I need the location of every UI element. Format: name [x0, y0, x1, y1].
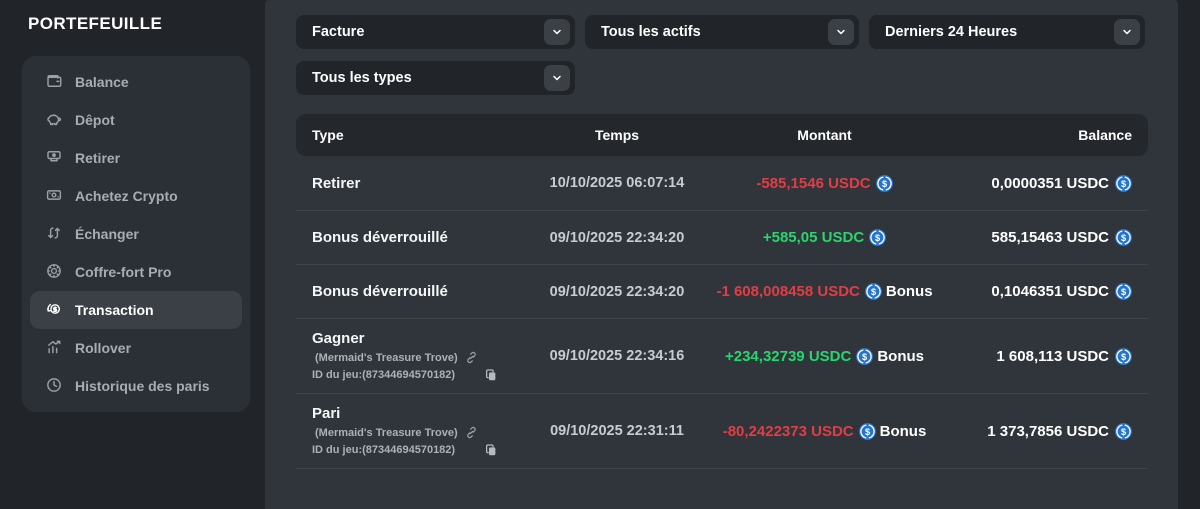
chevron-down-icon	[828, 19, 854, 45]
balance-value: 0,1046351 USDC	[991, 283, 1109, 300]
chevron-down-icon	[1114, 19, 1140, 45]
sidebar-item-depot[interactable]: Dêpot	[30, 101, 242, 139]
balance-value: 0,0000351 USDC	[991, 174, 1109, 192]
game-id: ID du jeu:(87344694570182)	[312, 369, 456, 381]
bonus-tag: Bonus	[885, 283, 933, 300]
game-link-icon[interactable]	[465, 351, 478, 364]
table-row: Retirer 10/10/2025 06:07:14 -585,1546 US…	[296, 156, 1148, 210]
sidebar-item-historique-des-paris[interactable]: Historique des paris	[30, 367, 242, 405]
withdraw-icon	[45, 148, 63, 169]
transactions-table: Type Temps Montant Balance Retirer 10/10…	[296, 114, 1148, 487]
table-row: Gagner (Mermaid's Treasure Trove) ID du …	[296, 318, 1148, 393]
table-row: Bonus déverrouillé 09/10/2025 22:34:20 +…	[296, 210, 1148, 264]
usdc-coin-icon	[1115, 174, 1132, 192]
usdc-coin-icon	[856, 347, 874, 365]
banknote-icon	[45, 186, 63, 207]
sidebar-item-label: Balance	[75, 74, 129, 90]
clock-icon	[45, 376, 63, 397]
transaction-time: 09/10/2025 22:31:11	[550, 423, 684, 439]
bonus-tag: Bonus	[877, 347, 924, 365]
dropdown-selected-value: Tous les types	[312, 70, 412, 86]
filters-row-2: Tous les types	[296, 61, 1148, 95]
usdc-coin-icon	[858, 422, 876, 440]
balance-value: 585,15463 USDC	[991, 229, 1109, 246]
balance-value: 1 608,113 USDC	[996, 347, 1109, 365]
transaction-amount: +585,05 USDC	[762, 229, 865, 246]
transaction-amount: -585,1546 USDC	[756, 174, 871, 192]
sidebar-item-coffre-fort-pro[interactable]: Coffre-fort Pro	[30, 253, 242, 291]
game-id: ID du jeu:(87344694570182)	[312, 444, 456, 456]
chevron-down-icon	[544, 19, 570, 45]
usdc-coin-icon	[869, 229, 887, 246]
dropdown-selected-value: Tous les actifs	[601, 24, 701, 40]
sidebar-item-balance[interactable]: Balance	[30, 63, 242, 101]
column-header-temps: Temps	[594, 127, 640, 143]
game-name: (Mermaid's Treasure Trove)	[315, 426, 458, 439]
transaction-amount: -80,2422373 USDC	[722, 422, 854, 440]
transaction-type: Retirer	[312, 174, 361, 192]
sidebar-item-label: Retirer	[75, 150, 121, 166]
sidebar-item-label: Transaction	[75, 302, 154, 318]
column-header-montant: Montant	[797, 127, 852, 143]
table-row: Pari (Mermaid's Treasure Trove) ID du je…	[296, 393, 1148, 468]
transactions-panel: Facture Tous les actifs Derniers 24 Heur…	[265, 0, 1178, 509]
column-header-balance: Balance	[1078, 127, 1132, 143]
bar-chart-icon	[45, 338, 63, 359]
table-row: Bonus déverrouillé 09/10/2025 22:34:20 -…	[296, 264, 1148, 318]
sidebar-nav-panel: Balance Dêpot Retirer Achetez Crypto Éch…	[22, 56, 250, 412]
wallet-icon	[45, 72, 63, 93]
sidebar-item-retirer[interactable]: Retirer	[30, 139, 242, 177]
transaction-amount: +234,32739 USDC	[724, 347, 852, 365]
page-title: PORTEFEUILLE	[28, 14, 163, 33]
transaction-time: 10/10/2025 06:07:14	[549, 175, 685, 191]
transaction-type: Pari	[312, 405, 341, 422]
assets-dropdown[interactable]: Tous les actifs	[585, 15, 859, 49]
usdc-coin-icon	[1115, 347, 1132, 365]
sidebar-item-rollover[interactable]: Rollover	[30, 329, 242, 367]
balance-value: 1 373,7856 USDC	[987, 422, 1109, 440]
column-header-type: Type	[312, 127, 344, 143]
transaction-type: Bonus déverrouillé	[312, 283, 448, 300]
transaction-time: 09/10/2025 22:34:20	[549, 283, 685, 300]
copy-icon[interactable]	[484, 443, 498, 457]
dropdown-selected-value: Derniers 24 Heures	[885, 24, 1018, 40]
sidebar-item-label: Échanger	[75, 226, 139, 242]
transaction-type: Bonus déverrouillé	[312, 229, 448, 246]
usdc-coin-icon	[1115, 422, 1132, 440]
sidebar-item-echanger[interactable]: Échanger	[30, 215, 242, 253]
sidebar: PORTEFEUILLE Balance Dêpot Retirer Achet…	[0, 0, 265, 509]
transaction-type: Gagner	[312, 330, 365, 347]
transaction-time: 09/10/2025 22:34:20	[549, 229, 685, 246]
dropdown-selected-value: Facture	[312, 24, 365, 40]
usdc-coin-icon	[864, 283, 882, 300]
bonus-tag: Bonus	[879, 422, 927, 440]
vault-icon	[45, 262, 63, 283]
game-name: (Mermaid's Treasure Trove)	[315, 351, 458, 364]
usdc-coin-icon	[1115, 229, 1132, 246]
sidebar-item-label: Dêpot	[75, 112, 115, 128]
types-dropdown[interactable]: Tous les types	[296, 61, 575, 95]
chevron-down-icon	[544, 65, 570, 91]
game-link-icon[interactable]	[465, 426, 478, 439]
sidebar-item-label: Rollover	[75, 340, 132, 356]
sidebar-item-label: Historique des paris	[75, 378, 210, 394]
copy-icon[interactable]	[484, 368, 498, 382]
transaction-time: 09/10/2025 22:34:16	[549, 348, 685, 364]
invoice-type-dropdown[interactable]: Facture	[296, 15, 575, 49]
transaction-amount: -1 608,008458 USDC	[716, 283, 860, 300]
table-end-divider	[296, 468, 1148, 487]
sidebar-item-achetez-crypto[interactable]: Achetez Crypto	[30, 177, 242, 215]
usdc-coin-icon	[875, 174, 893, 192]
sidebar-item-transaction[interactable]: Transaction	[30, 291, 242, 329]
coin-rotate-icon	[45, 300, 63, 321]
piggy-bank-icon	[45, 110, 63, 131]
swap-icon	[45, 224, 63, 245]
usdc-coin-icon	[1115, 283, 1132, 300]
table-header: Type Temps Montant Balance	[296, 114, 1148, 156]
sidebar-item-label: Achetez Crypto	[75, 188, 178, 204]
period-dropdown[interactable]: Derniers 24 Heures	[869, 15, 1145, 49]
filters-row-1: Facture Tous les actifs Derniers 24 Heur…	[296, 15, 1148, 49]
sidebar-item-label: Coffre-fort Pro	[75, 264, 172, 280]
